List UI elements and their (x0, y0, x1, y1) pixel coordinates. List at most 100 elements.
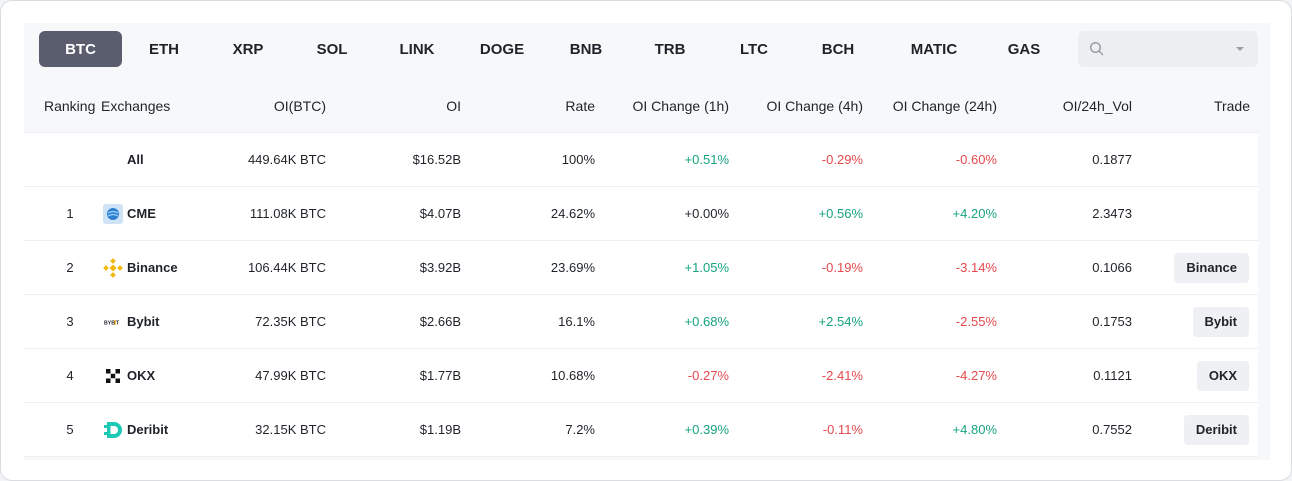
oi-change-1h-cell: +0.68% (684, 314, 729, 329)
tab-ltc[interactable]: LTC (739, 40, 769, 58)
oi-change-4h-cell: +2.54% (818, 314, 863, 329)
oi-change-24h-cell: +4.80% (952, 422, 997, 437)
ranking-cell (44, 133, 96, 186)
okx-logo-icon (102, 365, 124, 387)
header-ranking: Ranking (44, 97, 96, 114)
rate-cell: 10.68% (550, 368, 595, 383)
rate-cell: 100% (561, 152, 595, 167)
table-row: 1 CME 111.08K BTC $4.07B 24.62% +0.00% +… (24, 187, 1258, 241)
oi-change-4h-cell: -0.11% (822, 422, 863, 437)
exchange-name[interactable]: CME (127, 206, 156, 221)
tab-link[interactable]: LINK (399, 40, 435, 58)
oi-24h-vol-cell: 0.1877 (1092, 152, 1132, 167)
table-row: 2 Binance 106.44K BTC $3.92B 23.69% +1.0… (24, 241, 1258, 295)
trade-button[interactable]: Binance (1174, 252, 1249, 283)
table-header-row: Ranking Exchanges OI(BTC) OI Rate OI Cha… (24, 79, 1258, 133)
oi-24h-vol-cell: 0.1066 (1092, 260, 1132, 275)
tab-xrp[interactable]: XRP (232, 40, 264, 58)
header-oi-change-4h[interactable]: OI Change (4h) (766, 97, 864, 114)
oi-change-1h-cell: -0.27% (687, 368, 729, 383)
oi-btc-cell: 106.44K BTC (247, 260, 326, 275)
header-trade: Trade (1213, 97, 1250, 114)
rate-cell: 16.1% (558, 314, 595, 329)
exchange-name: All (127, 152, 144, 167)
header-exchanges: Exchanges (101, 97, 171, 114)
tab-btc[interactable]: BTC (39, 31, 122, 67)
chevron-down-icon[interactable] (1236, 47, 1244, 51)
trade-button[interactable]: Bybit (1192, 306, 1249, 337)
header-rate[interactable]: Rate (565, 97, 595, 114)
ranking-cell: 1 (66, 206, 74, 221)
exchange-cell[interactable]: CME (102, 187, 156, 240)
trade-cell: Bybit (1192, 295, 1249, 348)
rate-cell: 24.62% (550, 206, 595, 221)
oi-cell: $1.77B (419, 368, 461, 383)
exchange-cell[interactable]: BYB T Bybit (102, 295, 160, 348)
oi-btc-cell: 111.08K BTC (249, 206, 326, 221)
trade-cell: Deribit (1183, 403, 1249, 456)
tab-gas[interactable]: GAS (1007, 40, 1041, 58)
table-row: 5 Deribit 32.15K BTC $1.19B 7.2% +0.39% … (24, 403, 1258, 457)
coin-tabs: BTC ETH XRP SOL LINK DOGE BNB TRB LTC BCH MATIC GAS (39, 31, 1060, 67)
tab-trb[interactable]: TRB (654, 40, 686, 58)
ranking-cell: 4 (66, 368, 74, 383)
deribit-logo-icon (102, 419, 124, 441)
oi-btc-cell: 47.99K BTC (255, 368, 326, 383)
oi-change-1h-cell: +1.05% (684, 260, 729, 275)
oi-btc-cell: 449.64K BTC (247, 152, 326, 167)
oi-change-24h-cell: -2.55% (955, 314, 997, 329)
table-row: All 449.64K BTC $16.52B 100% +0.51% -0.2… (24, 133, 1258, 187)
oi-change-24h-cell: +4.20% (952, 206, 997, 221)
svg-text:T: T (116, 320, 120, 326)
oi-btc-cell: 72.35K BTC (255, 314, 326, 329)
table-row: 4 OKX 47.99K BTC $1.77B 10.68% -0.27% -2… (24, 349, 1258, 403)
trade-button[interactable]: OKX (1196, 360, 1249, 391)
tab-bnb[interactable]: BNB (569, 40, 603, 58)
oi-24h-vol-cell: 0.1753 (1092, 314, 1132, 329)
exchange-cell[interactable]: Deribit (102, 403, 168, 456)
tab-eth[interactable]: ETH (149, 40, 179, 58)
oi-change-1h-cell: +0.39% (684, 422, 729, 437)
oi-24h-vol-cell: 0.7552 (1092, 422, 1132, 437)
exchange-name[interactable]: OKX (127, 368, 156, 383)
binance-logo-icon (102, 257, 124, 279)
cme-logo-icon (102, 203, 124, 225)
table-body: All 449.64K BTC $16.52B 100% +0.51% -0.2… (24, 133, 1258, 457)
oi-change-4h-cell: -0.19% (821, 260, 863, 275)
ranking-cell: 3 (66, 314, 74, 329)
ranking-cell: 5 (66, 422, 74, 437)
open-interest-panel: BTC ETH XRP SOL LINK DOGE BNB TRB LTC BCH MATIC GAS… (24, 23, 1270, 460)
oi-change-4h-cell: -0.29% (821, 152, 863, 167)
exchange-cell[interactable]: Binance (102, 241, 178, 294)
oi-cell: $16.52B (412, 152, 461, 167)
oi-change-24h-cell: -3.14% (955, 260, 997, 275)
trade-button[interactable]: Deribit (1183, 414, 1249, 445)
search-input[interactable] (1110, 37, 1230, 61)
oi-cell: $1.19B (419, 422, 461, 437)
open-interest-table: Ranking Exchanges OI(BTC) OI Rate OI Cha… (24, 79, 1258, 457)
tab-bch[interactable]: BCH (821, 40, 855, 58)
header-oi-24h-vol[interactable]: OI/24h_Vol (1062, 97, 1132, 114)
tab-sol[interactable]: SOL (316, 40, 348, 58)
exchange-cell[interactable]: OKX (102, 349, 155, 402)
bybit-logo-icon: BYB T (102, 311, 124, 333)
header-oi-change-24h[interactable]: OI Change (24h) (892, 97, 997, 114)
rate-cell: 23.69% (550, 260, 595, 275)
tab-matic[interactable]: MATIC (910, 40, 958, 58)
rate-cell: 7.2% (565, 422, 595, 437)
header-oi-btc[interactable]: OI(BTC) (273, 97, 326, 114)
oi-cell: $2.66B (419, 314, 461, 329)
exchange-name[interactable]: Deribit (127, 422, 169, 437)
oi-change-4h-cell: -2.41% (821, 368, 863, 383)
exchange-name[interactable]: Bybit (127, 314, 160, 329)
coin-search-select[interactable] (1078, 31, 1258, 67)
oi-btc-cell: 32.15K BTC (255, 422, 326, 437)
oi-change-24h-cell: -4.27% (955, 368, 997, 383)
header-oi[interactable]: OI (446, 97, 461, 114)
tab-doge[interactable]: DOGE (479, 40, 525, 58)
exchange-name[interactable]: Binance (127, 260, 178, 275)
oi-24h-vol-cell: 0.1121 (1093, 368, 1132, 383)
header-oi-change-1h[interactable]: OI Change (1h) (632, 97, 730, 114)
oi-change-1h-cell: +0.00% (684, 206, 729, 221)
